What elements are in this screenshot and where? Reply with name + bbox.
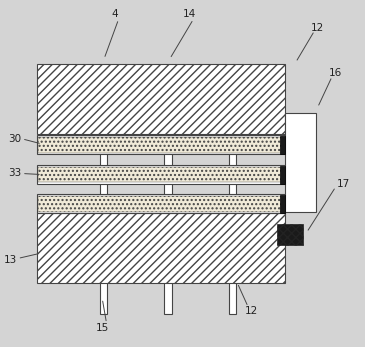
Text: 16: 16 [329, 68, 342, 78]
Bar [164, 95, 172, 314]
Text: 12: 12 [245, 306, 258, 315]
Text: 13: 13 [4, 255, 17, 265]
Bar [38, 137, 283, 153]
Bar [280, 136, 285, 154]
Text: 4: 4 [112, 9, 118, 19]
Bar [285, 113, 316, 212]
Bar [280, 166, 285, 184]
Bar [36, 213, 285, 283]
Bar [38, 167, 283, 182]
Text: 12: 12 [311, 23, 324, 33]
Bar [38, 196, 283, 212]
Text: 14: 14 [183, 9, 196, 19]
Bar [36, 135, 285, 154]
Bar [36, 165, 285, 184]
Bar [280, 195, 285, 213]
Bar [100, 95, 107, 314]
Bar [36, 194, 285, 213]
Text: 33: 33 [8, 169, 21, 178]
Bar [36, 64, 285, 134]
Text: 30: 30 [8, 134, 21, 144]
Bar [229, 95, 236, 314]
Text: 17: 17 [337, 179, 350, 189]
Bar [277, 224, 303, 245]
Text: 15: 15 [96, 323, 109, 333]
